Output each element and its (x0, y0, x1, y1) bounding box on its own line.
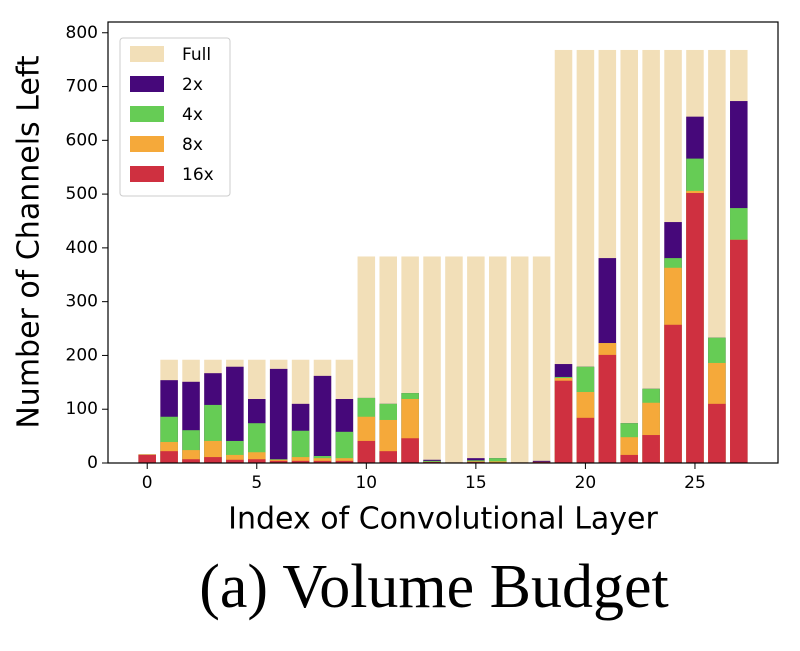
bar (204, 457, 222, 463)
legend-swatch (130, 46, 164, 62)
x-tick-label: 10 (355, 473, 377, 493)
y-tick-label: 100 (66, 399, 98, 419)
y-tick-label: 800 (66, 23, 98, 43)
bar (379, 451, 397, 463)
y-tick-label: 300 (66, 292, 98, 312)
bar (598, 354, 617, 463)
bar (576, 417, 595, 463)
bar (313, 458, 332, 463)
y-tick-label: 500 (66, 184, 98, 204)
legend-label: 8x (182, 135, 203, 155)
x-tick-label: 5 (251, 473, 262, 493)
y-tick-label: 600 (66, 130, 98, 150)
legend-swatch (130, 106, 164, 122)
bar (489, 256, 507, 463)
bar (620, 49, 638, 464)
bar (291, 457, 310, 463)
x-tick-label: 0 (142, 473, 153, 493)
x-tick-label: 15 (465, 473, 487, 493)
bar (160, 451, 178, 463)
bar (642, 435, 660, 463)
bar (269, 368, 288, 463)
bar (664, 324, 682, 463)
bar (401, 438, 419, 463)
y-tick-label: 400 (66, 238, 98, 258)
bar (335, 458, 354, 463)
bar (467, 256, 485, 463)
bar (248, 452, 266, 463)
bar (642, 49, 660, 464)
legend-label: 4x (182, 105, 203, 125)
x-tick-label: 20 (575, 473, 597, 493)
legend-swatch (130, 76, 164, 92)
bar (291, 430, 310, 463)
bar (510, 256, 529, 463)
legend-label: 16x (182, 165, 214, 185)
bar (730, 239, 748, 463)
bar (335, 431, 354, 463)
bar (291, 460, 310, 463)
legend-label: Full (182, 45, 211, 65)
bar (576, 49, 595, 464)
x-tick-label: 25 (684, 473, 706, 493)
bar (554, 380, 573, 463)
bar (226, 366, 244, 463)
legend-label: 2x (182, 75, 203, 95)
bar (554, 49, 573, 464)
legend-swatch (130, 136, 164, 152)
bar (226, 459, 244, 463)
x-axis-label: Index of Convolutional Layer (228, 502, 658, 537)
bar (686, 193, 704, 463)
bar (489, 461, 507, 463)
y-axis-label: Number of Channels Left (12, 55, 47, 429)
bar (708, 403, 726, 463)
bar (182, 459, 200, 463)
bar (335, 460, 354, 463)
chart-title: (a) Volume Budget (199, 553, 669, 621)
bar (313, 460, 332, 463)
y-tick-label: 200 (66, 345, 98, 365)
y-tick-label: 0 (87, 453, 98, 473)
bar (138, 454, 156, 463)
bar (532, 256, 551, 463)
y-tick-label: 700 (66, 77, 98, 97)
bar (357, 440, 376, 463)
bar (489, 458, 507, 463)
legend-swatch (130, 166, 164, 182)
bar (248, 459, 266, 463)
bar (620, 454, 638, 463)
bar (269, 460, 288, 463)
bar (313, 375, 332, 463)
bar (423, 256, 441, 463)
bar (445, 256, 463, 463)
bar (226, 454, 244, 463)
plot-frame (107, 21, 779, 464)
